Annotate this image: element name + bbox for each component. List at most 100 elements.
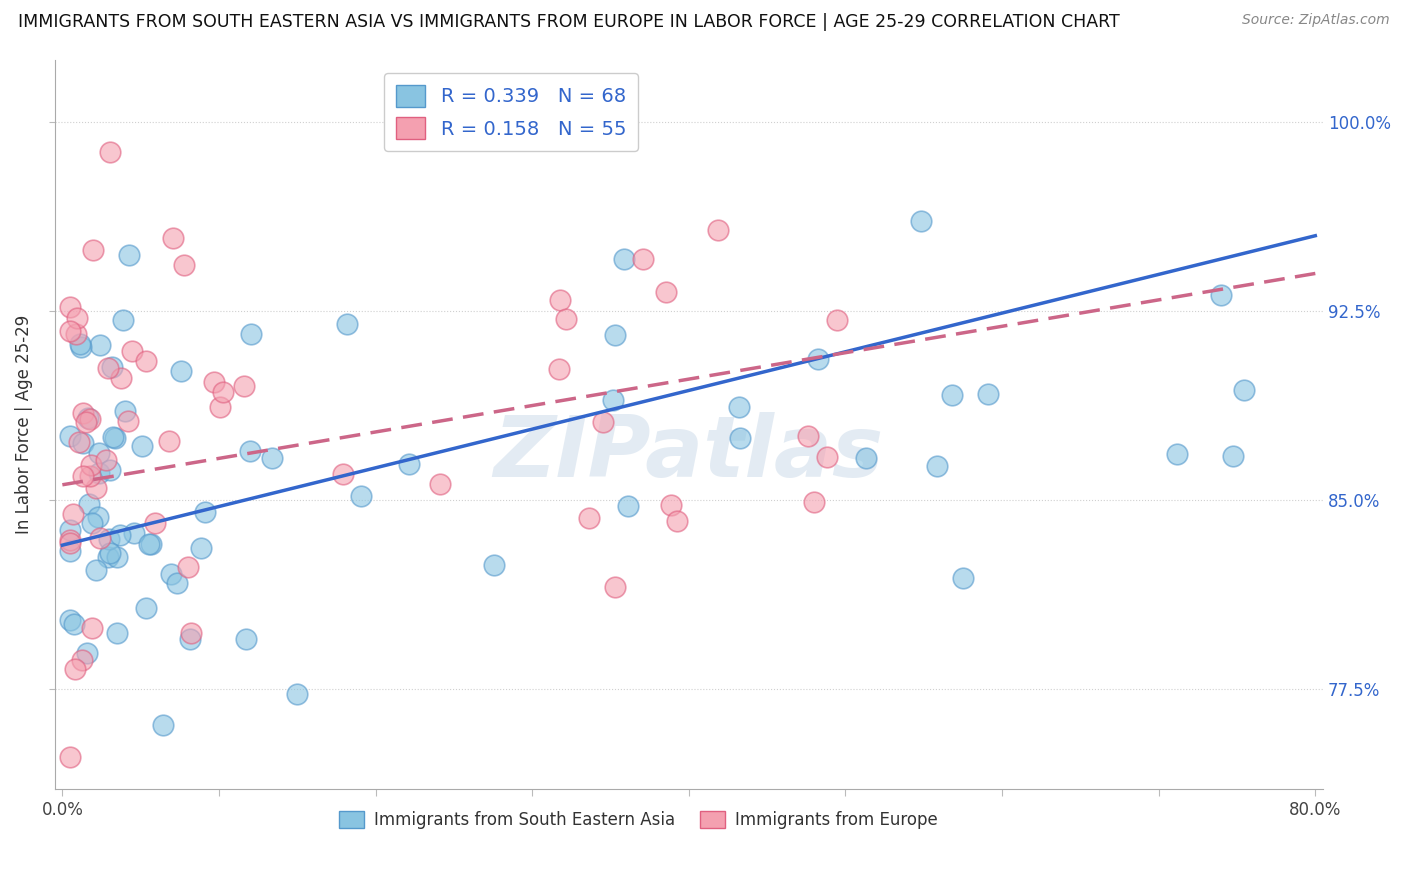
Point <box>179 632 201 646</box>
Point <box>727 400 749 414</box>
Point <box>925 459 948 474</box>
Point <box>1166 447 1188 461</box>
Point <box>59 535 82 549</box>
Point <box>110 371 132 385</box>
Point <box>59 428 82 442</box>
Point <box>1211 288 1233 302</box>
Point <box>66 310 89 325</box>
Point <box>659 498 682 512</box>
Point <box>65 326 87 341</box>
Point <box>239 327 262 342</box>
Text: Source: ZipAtlas.com: Source: ZipAtlas.com <box>1241 13 1389 28</box>
Point <box>190 541 212 555</box>
Point <box>59 533 82 548</box>
Point <box>631 252 654 266</box>
Point <box>59 613 82 627</box>
Point <box>84 481 107 495</box>
Point <box>63 662 86 676</box>
Point <box>173 259 195 273</box>
Point <box>97 361 120 376</box>
Point <box>87 446 110 460</box>
Point <box>80 516 103 530</box>
Point <box>82 621 104 635</box>
Point <box>59 324 82 338</box>
Point <box>855 451 877 466</box>
Point <box>87 466 110 480</box>
Point <box>827 313 849 327</box>
Point <box>135 354 157 368</box>
Point <box>59 749 82 764</box>
Point <box>602 393 624 408</box>
Point <box>613 252 636 266</box>
Point <box>235 632 257 646</box>
Point <box>548 361 571 376</box>
Point <box>160 567 183 582</box>
Point <box>141 536 163 550</box>
Point <box>166 576 188 591</box>
Point <box>617 499 640 513</box>
Legend: Immigrants from South Eastern Asia, Immigrants from Europe: Immigrants from South Eastern Asia, Immi… <box>332 804 945 836</box>
Point <box>170 363 193 377</box>
Point <box>977 386 1000 401</box>
Point <box>100 359 122 374</box>
Point <box>62 616 84 631</box>
Point <box>111 312 134 326</box>
Point <box>1233 383 1256 397</box>
Point <box>98 145 121 159</box>
Point <box>76 411 98 425</box>
Point <box>260 450 283 465</box>
Point <box>211 385 233 400</box>
Point <box>105 550 128 565</box>
Point <box>152 717 174 731</box>
Point <box>135 601 157 615</box>
Point <box>706 222 728 236</box>
Point <box>285 688 308 702</box>
Point <box>80 458 103 473</box>
Point <box>96 549 118 564</box>
Point <box>98 532 121 546</box>
Point <box>82 243 104 257</box>
Point <box>143 516 166 530</box>
Point <box>122 526 145 541</box>
Point <box>94 452 117 467</box>
Point <box>578 510 600 524</box>
Point <box>72 468 94 483</box>
Point <box>59 300 82 314</box>
Point <box>98 546 121 560</box>
Point <box>59 523 82 537</box>
Point <box>69 337 91 351</box>
Point <box>89 531 111 545</box>
Y-axis label: In Labor Force | Age 25-29: In Labor Force | Age 25-29 <box>15 315 32 534</box>
Point <box>654 285 676 300</box>
Text: ZIPatlas: ZIPatlas <box>494 412 884 495</box>
Point <box>952 571 974 585</box>
Point <box>350 489 373 503</box>
Point <box>803 494 825 508</box>
Point <box>208 400 231 414</box>
Point <box>398 458 420 472</box>
Point <box>118 248 141 262</box>
Point <box>815 450 838 464</box>
Point <box>429 477 451 491</box>
Point <box>72 406 94 420</box>
Point <box>104 431 127 445</box>
Text: IMMIGRANTS FROM SOUTH EASTERN ASIA VS IMMIGRANTS FROM EUROPE IN LABOR FORCE | AG: IMMIGRANTS FROM SOUTH EASTERN ASIA VS IM… <box>18 13 1121 31</box>
Point <box>239 443 262 458</box>
Point <box>332 467 354 481</box>
Point <box>114 404 136 418</box>
Point <box>70 653 93 667</box>
Point <box>555 312 578 326</box>
Point <box>86 563 108 577</box>
Point <box>110 528 132 542</box>
Point <box>728 431 751 445</box>
Point <box>162 231 184 245</box>
Point <box>796 429 818 443</box>
Point <box>603 581 626 595</box>
Point <box>180 626 202 640</box>
Point <box>117 414 139 428</box>
Point <box>131 439 153 453</box>
Point <box>194 505 217 519</box>
Point <box>75 415 97 429</box>
Point <box>77 498 100 512</box>
Point <box>72 436 94 450</box>
